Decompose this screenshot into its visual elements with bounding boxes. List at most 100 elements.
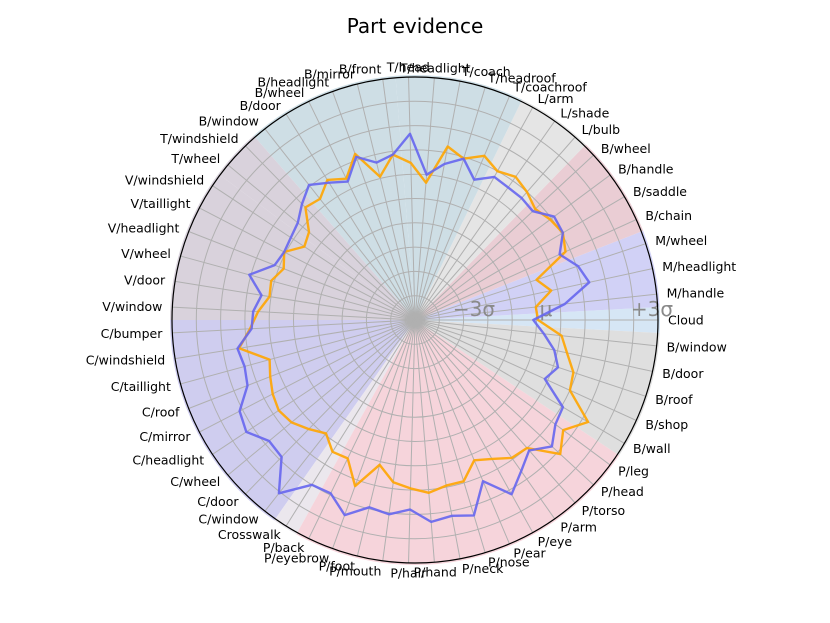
- grid-spoke-25: [199, 207, 416, 321]
- grid-spoke-24: [212, 185, 416, 321]
- grid-spoke-46: [414, 319, 461, 559]
- grid-spoke-33: [188, 319, 416, 409]
- category-label-46: P/neck: [462, 561, 504, 576]
- sector-building: [415, 320, 660, 456]
- category-label-39: Crosswalk: [218, 527, 282, 542]
- category-label-37: C/door: [197, 494, 239, 509]
- grid-spoke-32: [180, 319, 416, 385]
- category-label-35: C/headlight: [132, 452, 204, 467]
- category-label-18: B/headlight: [257, 75, 329, 90]
- grid-spoke-53: [414, 319, 611, 466]
- category-label-23: T/wheel: [170, 151, 220, 166]
- grid-spoke-14: [414, 77, 435, 321]
- grid-spoke-30: [172, 319, 416, 334]
- category-label-50: P/arm: [560, 520, 597, 535]
- grid-spoke-10: [414, 107, 534, 321]
- category-label-33: C/roof: [142, 405, 180, 420]
- category-label-57: B/door: [662, 366, 704, 381]
- sector-person: [296, 320, 620, 565]
- grid-spoke-57: [414, 319, 653, 372]
- grid-spoke-6: [414, 174, 611, 321]
- category-label-6: B/handle: [618, 162, 674, 177]
- category-label-47: P/nose: [488, 555, 530, 570]
- grid-spoke-18: [332, 91, 416, 321]
- grid-spoke-22: [245, 145, 416, 321]
- category-label-26: V/headlight: [108, 220, 180, 235]
- category-label-30: C/bumper: [101, 326, 164, 341]
- grid-spoke-13: [414, 81, 461, 321]
- sector-van: [170, 173, 415, 320]
- grid-spoke-19: [308, 101, 416, 321]
- category-label-31: C/windshield: [86, 353, 166, 368]
- category-label-55: B/shop: [645, 417, 688, 432]
- sector-motorbike: [415, 230, 660, 320]
- category-label-19: B/wheel: [255, 85, 305, 100]
- grid-spoke-42: [356, 319, 416, 557]
- category-label-20: B/door: [240, 98, 282, 113]
- series-orange-line: [237, 145, 590, 494]
- category-label-25: V/taillight: [131, 196, 191, 211]
- grid-spoke-3: [414, 243, 646, 321]
- category-label-4: B/chain: [645, 208, 692, 223]
- chart-title: Part evidence: [347, 14, 484, 38]
- sector-lamp: [415, 99, 586, 321]
- category-label-5: B/saddle: [633, 184, 687, 199]
- outer-frame: [171, 76, 659, 564]
- grid-spoke-17: [356, 83, 416, 321]
- series-blue-line: [236, 132, 591, 524]
- category-label-49: P/eye: [538, 534, 573, 549]
- grid-spoke-48: [414, 319, 510, 545]
- category-label-1: M/handle: [667, 286, 725, 301]
- grid-spoke-12: [414, 87, 486, 321]
- category-label-36: C/wheel: [170, 474, 220, 489]
- category-labels: Cloud M/handle M/headlight M/wheel B/chain B/…: [86, 60, 737, 581]
- category-label-27: V/wheel: [121, 246, 171, 261]
- grid-spoke-56: [414, 319, 646, 397]
- grid-spoke-55: [414, 319, 637, 421]
- category-label-51: P/torso: [582, 503, 626, 518]
- category-label-43: P/mouth: [329, 563, 381, 578]
- category-label-53: P/leg: [618, 463, 649, 478]
- category-label-9: L/shade: [560, 106, 609, 121]
- grid-spoke-50: [414, 319, 556, 520]
- category-label-45: P/hand: [414, 565, 457, 580]
- grid-spoke-29: [172, 306, 416, 321]
- category-label-29: V/window: [102, 299, 162, 314]
- grid-spoke-34: [199, 319, 416, 433]
- category-label-14: T/headlight: [399, 60, 471, 75]
- grid-spoke-54: [414, 319, 625, 444]
- category-label-15: T/head: [386, 60, 430, 75]
- category-label-21: B/window: [199, 114, 259, 129]
- grid-spoke-5: [414, 196, 625, 321]
- grid-spoke-40: [308, 319, 416, 539]
- category-label-41: P/eyebrow: [264, 551, 329, 566]
- category-label-10: L/arm: [538, 91, 574, 106]
- grid-spoke-4: [414, 219, 637, 321]
- grid-spoke-9: [414, 120, 556, 321]
- grid-spoke-41: [332, 319, 416, 549]
- category-label-2: M/headlight: [662, 259, 736, 274]
- category-label-56: B/roof: [655, 392, 693, 407]
- grid-spoke-11: [414, 95, 510, 321]
- category-label-7: B/wheel: [601, 141, 651, 156]
- category-label-42: P/foot: [319, 558, 355, 573]
- category-label-24: V/windshield: [125, 173, 204, 188]
- category-label-8: L/bulb: [582, 122, 621, 137]
- grid-spoke-38: [264, 319, 416, 512]
- ring-label-plus-3-sigma: +3σ: [631, 297, 673, 321]
- category-label-32: C/taillight: [111, 379, 171, 394]
- grid-spoke-26: [188, 231, 416, 321]
- grid-spoke-36: [227, 319, 416, 476]
- grid-spoke-43: [382, 319, 416, 561]
- grid-spoke-28: [175, 280, 416, 321]
- category-label-0: Cloud: [668, 313, 704, 328]
- category-label-44: P/hair: [390, 565, 427, 580]
- grid-spoke-51: [414, 319, 576, 504]
- grid-spoke-16: [382, 79, 416, 321]
- grid-spoke-52: [414, 319, 594, 486]
- grid-spoke-49: [414, 319, 534, 533]
- category-label-40: P/back: [263, 540, 305, 555]
- grid-spoke-23: [227, 164, 416, 321]
- category-label-28: V/door: [124, 272, 166, 287]
